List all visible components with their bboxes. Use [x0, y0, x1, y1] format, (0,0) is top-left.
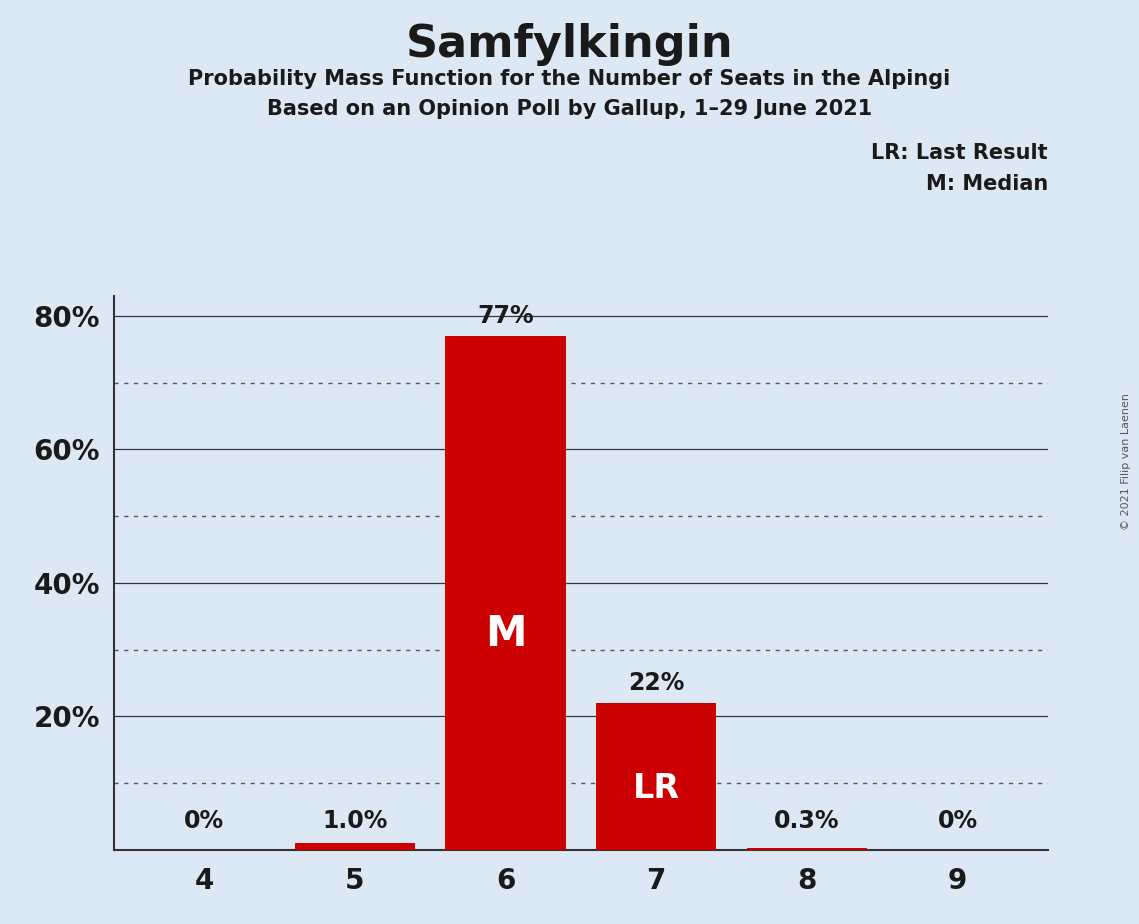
Text: Probability Mass Function for the Number of Seats in the Alpingi: Probability Mass Function for the Number… — [188, 69, 951, 90]
Text: 22%: 22% — [628, 671, 685, 695]
Bar — [445, 335, 566, 850]
Text: 0.3%: 0.3% — [775, 809, 839, 833]
Text: M: M — [485, 613, 526, 655]
Text: 0%: 0% — [185, 809, 224, 833]
Text: 1.0%: 1.0% — [322, 809, 387, 833]
Text: 0%: 0% — [937, 809, 977, 833]
Text: LR: LR — [632, 772, 680, 805]
Text: Based on an Opinion Poll by Gallup, 1–29 June 2021: Based on an Opinion Poll by Gallup, 1–29… — [267, 99, 872, 119]
Text: M: Median: M: Median — [926, 174, 1048, 194]
Text: © 2021 Filip van Laenen: © 2021 Filip van Laenen — [1121, 394, 1131, 530]
Bar — [596, 703, 716, 850]
Bar — [746, 848, 867, 850]
Bar — [295, 844, 416, 850]
Text: Samfylkingin: Samfylkingin — [405, 23, 734, 67]
Text: LR: Last Result: LR: Last Result — [871, 143, 1048, 164]
Text: 77%: 77% — [477, 304, 534, 328]
